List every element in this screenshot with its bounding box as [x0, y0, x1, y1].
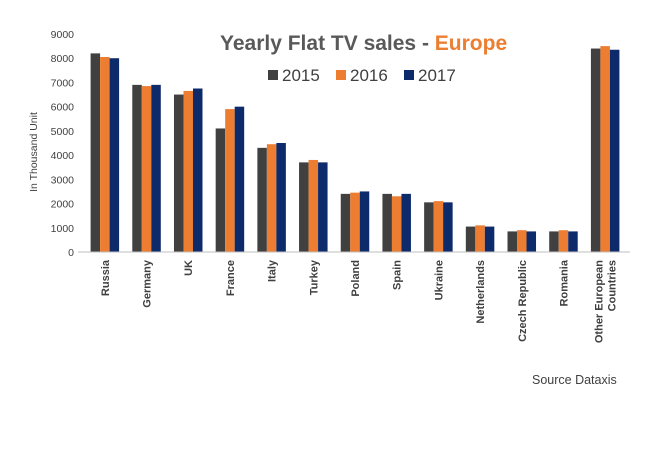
x-tick-label: Czech Republic	[517, 260, 529, 342]
bar-2016	[600, 46, 610, 252]
bar-2017	[401, 193, 411, 252]
bar-2016	[100, 57, 110, 253]
bar-2017	[359, 191, 370, 252]
y-tick-label: 2000	[51, 199, 75, 211]
bar-2017	[443, 202, 453, 252]
x-tick-label-line: Poland	[350, 260, 362, 297]
y-axis-label: In Thousand Unit	[28, 112, 40, 192]
x-tick-label-line: Romania	[558, 259, 570, 306]
x-tick-label-line: Germany	[142, 259, 154, 308]
bar-2016	[225, 109, 235, 252]
x-tick-label: France	[225, 260, 237, 296]
x-tick-label: Netherlands	[475, 260, 487, 324]
bar-2015	[549, 231, 559, 252]
x-tick-label-line: Italy	[267, 259, 279, 282]
x-tick-label: UK	[183, 260, 195, 276]
bar-2015	[340, 193, 351, 252]
x-tick-label: Ukraine	[433, 260, 445, 300]
bars	[90, 46, 620, 253]
bar-2015	[590, 48, 601, 253]
x-tick-label: Russia	[100, 259, 112, 296]
x-tick-label-line: Netherlands	[475, 260, 487, 324]
bar-2015	[299, 162, 309, 252]
y-tick-label: 0	[68, 247, 74, 259]
bar-2015	[90, 53, 101, 252]
x-tick-label: Italy	[267, 259, 279, 282]
x-tick-label: Spain	[392, 260, 404, 290]
x-tick-label: Romania	[558, 259, 570, 306]
y-tick-label: 4000	[51, 150, 75, 162]
x-tick-label-line: Countries	[607, 260, 619, 311]
x-tick-label-line: Turkey	[308, 259, 320, 295]
bar-2016	[308, 159, 319, 252]
x-tick-label-line: Czech Republic	[517, 260, 529, 342]
bar-2017	[151, 84, 161, 252]
legend-label: 2016	[350, 66, 388, 85]
x-tick-label-line: Russia	[100, 259, 112, 296]
bar-2015	[382, 193, 392, 252]
y-tick-label: 1000	[51, 223, 75, 235]
bar-2016	[558, 230, 569, 252]
y-tick-label: 6000	[51, 102, 75, 114]
bar-2017	[484, 226, 495, 252]
bar-2016	[350, 192, 360, 252]
y-tick-label: 7000	[51, 77, 75, 89]
x-axis: Russia Germany UK France Italy Turkey Poland Sp…	[100, 259, 619, 343]
x-tick-label: Turkey	[308, 259, 320, 295]
bar-2016	[517, 230, 527, 252]
legend-swatch-2017	[404, 70, 414, 80]
chart-title-text: Yearly Flat TV sales - Europe	[220, 32, 507, 55]
x-tick-label-line: UK	[183, 260, 195, 276]
y-tick-label: 3000	[51, 174, 75, 186]
bar-2017	[318, 162, 328, 252]
legend-swatch-2016	[336, 70, 346, 80]
bar-2015	[465, 226, 476, 252]
x-tick-label: Germany	[142, 259, 154, 308]
x-tick-label: Other EuropeanCountries	[594, 260, 619, 343]
bar-2016	[183, 90, 193, 252]
legend-label: 2015	[282, 66, 320, 85]
x-tick-label-line: Other European	[594, 260, 606, 343]
bar-2015	[257, 147, 267, 252]
bar-2017	[192, 88, 203, 252]
bar-2017	[234, 106, 245, 253]
bar-2017	[276, 143, 286, 252]
y-tick-label: 9000	[51, 29, 75, 41]
bar-2015	[507, 231, 518, 252]
chart-title: Yearly Flat TV sales - Europe	[220, 32, 507, 55]
bar-2016	[141, 86, 152, 252]
bar-2016	[475, 225, 485, 252]
y-axis: 0 1000 2000 3000 4000 5000 6000 7000 8000 9000	[51, 29, 75, 259]
x-tick-label-line: Ukraine	[433, 260, 445, 300]
legend-label: 2017	[418, 66, 456, 85]
bar-2016	[391, 196, 402, 252]
bar-2015	[173, 94, 184, 252]
x-tick-label: Poland	[350, 260, 362, 297]
bar-2017	[526, 231, 537, 252]
x-tick-label-line: Spain	[392, 260, 404, 290]
x-tick-label-line: France	[225, 260, 237, 296]
y-tick-label: 5000	[51, 126, 75, 138]
legend: 2015 2016 2017	[268, 66, 456, 85]
bar-2015	[215, 128, 226, 252]
bar-2017	[609, 49, 620, 252]
source-note: Source Dataxis	[532, 373, 617, 387]
legend-swatch-2015	[268, 70, 278, 80]
y-tick-label: 8000	[51, 53, 75, 65]
bar-2015	[424, 202, 434, 252]
bar-2016	[433, 201, 444, 252]
bar-2017	[568, 231, 578, 252]
chart-title-main: Yearly Flat TV sales -	[220, 32, 435, 55]
bar-2016	[266, 144, 277, 252]
bar-2015	[132, 84, 142, 252]
chart-title-accent: Europe	[435, 32, 507, 55]
bar-2017	[109, 58, 120, 252]
